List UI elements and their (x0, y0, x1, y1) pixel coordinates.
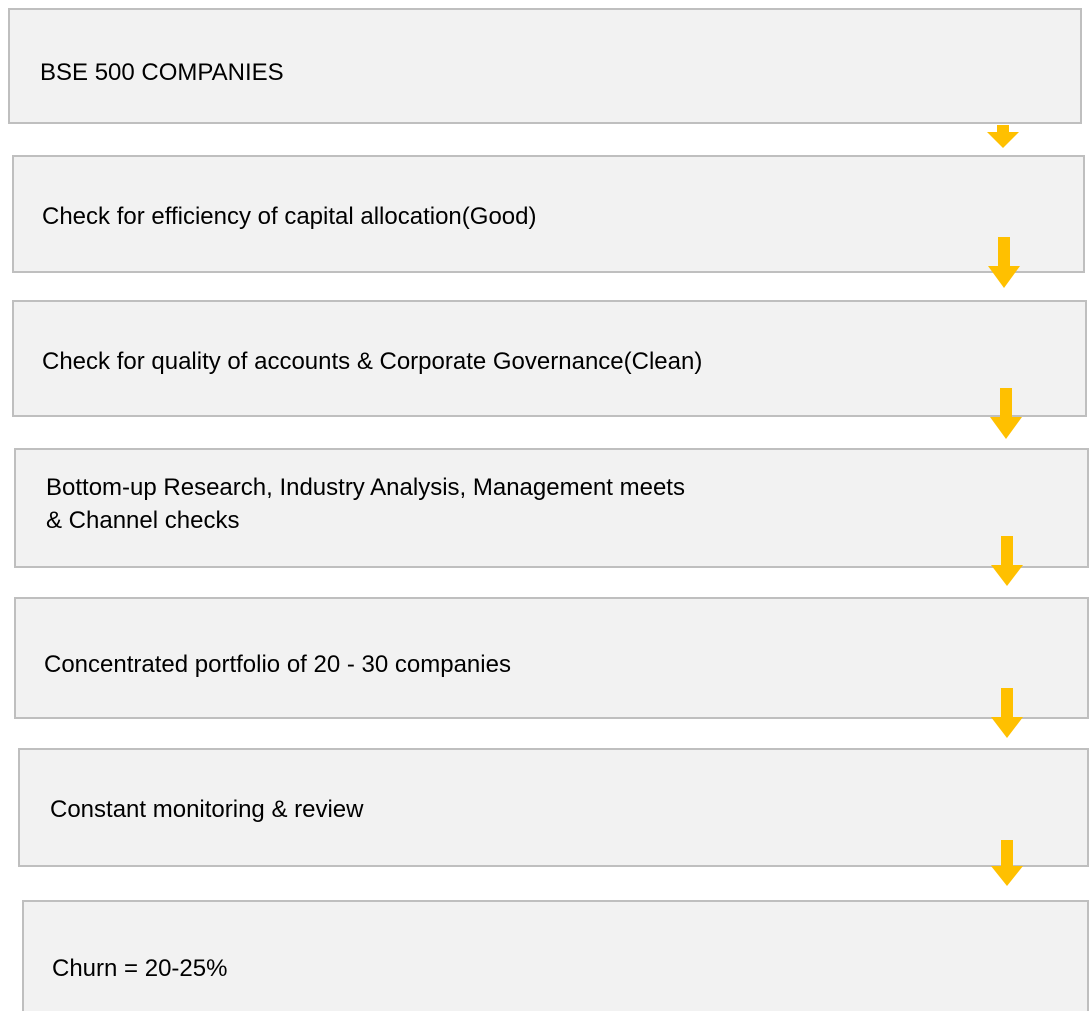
step-text: Constant monitoring & review (50, 796, 364, 823)
step-box: Churn = 20-25% (22, 900, 1089, 1011)
step-text: & Channel checks (46, 507, 240, 534)
step-box: Check for quality of accounts & Corporat… (12, 300, 1087, 417)
down-arrow (991, 536, 1023, 586)
down-arrow (987, 125, 1019, 148)
down-arrow (991, 840, 1023, 886)
step-text: Check for efficiency of capital allocati… (42, 202, 537, 230)
step-box: Bottom-up Research, Industry Analysis, M… (14, 448, 1089, 568)
step-box: Concentrated portfolio of 20 - 30 compan… (14, 597, 1089, 719)
step-text: Bottom-up Research, Industry Analysis, M… (46, 474, 685, 501)
step-text: Concentrated portfolio of 20 - 30 compan… (44, 650, 511, 678)
down-arrow (990, 388, 1022, 439)
step-text: Churn = 20-25% (52, 955, 228, 982)
step-box: Check for efficiency of capital allocati… (12, 155, 1085, 273)
step-text: Check for quality of accounts & Corporat… (42, 348, 703, 375)
step-text: BSE 500 COMPANIES (40, 58, 284, 86)
down-arrow (988, 237, 1020, 288)
step-box: Constant monitoring & review (18, 748, 1089, 867)
step-box: BSE 500 COMPANIES (8, 8, 1082, 124)
down-arrow (991, 688, 1023, 738)
